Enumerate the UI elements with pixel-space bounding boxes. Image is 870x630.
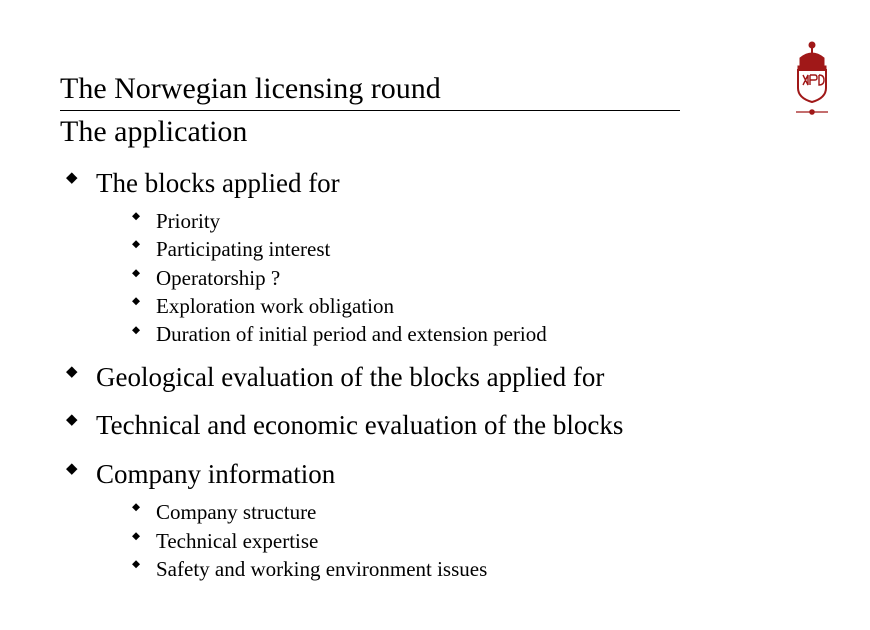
list-item: Technical expertise xyxy=(132,527,810,555)
bullet-list: The blocks applied for Priority Particip… xyxy=(66,163,810,584)
list-item-label: The blocks applied for xyxy=(96,168,340,198)
list-item-label: Safety and working environment issues xyxy=(156,557,487,581)
title-block: The Norwegian licensing round xyxy=(60,70,680,111)
sublist: Company structure Technical expertise Sa… xyxy=(132,498,810,583)
list-item: Exploration work obligation xyxy=(132,292,810,320)
crown-icon xyxy=(786,40,838,126)
list-item-label: Operatorship ? xyxy=(156,266,280,290)
slide: The Norwegian licensing round The applic… xyxy=(0,0,870,630)
slide-subtitle: The application xyxy=(60,115,810,149)
list-item: Company structure xyxy=(132,498,810,526)
list-item-label: Exploration work obligation xyxy=(156,294,394,318)
sublist: Priority Participating interest Operator… xyxy=(132,207,810,349)
list-item-label: Geological evaluation of the blocks appl… xyxy=(96,362,604,392)
list-item: Safety and working environment issues xyxy=(132,555,810,583)
list-item: The blocks applied for Priority Particip… xyxy=(66,163,810,349)
list-item: Geological evaluation of the blocks appl… xyxy=(66,357,810,398)
list-item-label: Technical expertise xyxy=(156,529,318,553)
npd-logo xyxy=(782,40,842,126)
list-item-label: Participating interest xyxy=(156,237,330,261)
list-item: Technical and economic evaluation of the… xyxy=(66,405,810,446)
list-item: Priority xyxy=(132,207,810,235)
list-item: Participating interest xyxy=(132,235,810,263)
list-item-label: Priority xyxy=(156,209,220,233)
list-item: Company information Company structure Te… xyxy=(66,454,810,584)
list-item: Operatorship ? xyxy=(132,264,810,292)
list-item-label: Company structure xyxy=(156,500,316,524)
list-item-label: Duration of initial period and extension… xyxy=(156,322,547,346)
slide-title: The Norwegian licensing round xyxy=(60,70,680,108)
list-item-label: Company information xyxy=(96,459,335,489)
list-item: Duration of initial period and extension… xyxy=(132,320,810,348)
list-item-label: Technical and economic evaluation of the… xyxy=(96,410,623,440)
